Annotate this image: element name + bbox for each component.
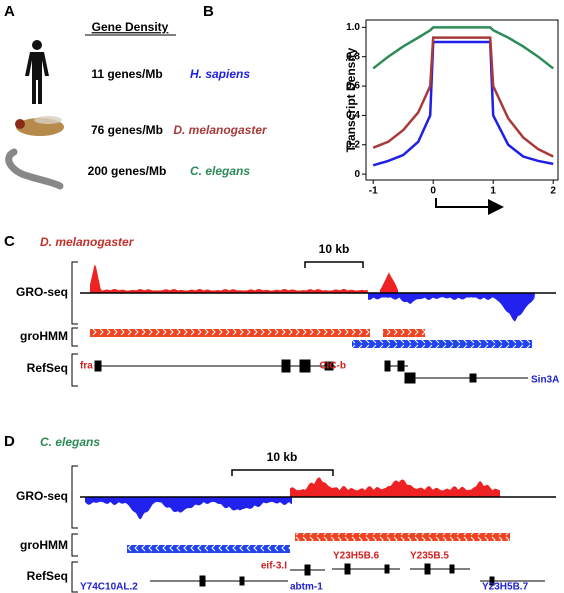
gene-label: abtm-1 (290, 582, 323, 593)
legend-label: H. sapiens (190, 67, 250, 81)
y-tick-label: 0.4 (346, 110, 360, 121)
y-tick-label: 0 (354, 169, 360, 180)
organism: C. elegans (40, 435, 100, 449)
worm-icon (5, 148, 64, 190)
hmm-minus (352, 340, 532, 348)
track-label: GRO-seq (16, 285, 68, 299)
panel-letter: D (4, 433, 15, 450)
series-line (372, 26, 554, 70)
gene-label: CIC-b (319, 361, 346, 372)
series-line (372, 36, 554, 158)
gene-models (94, 359, 528, 384)
track-brackets (71, 261, 78, 387)
y-tick-label: 0.8 (346, 51, 360, 62)
series-line (372, 40, 554, 167)
direction-arrow (435, 198, 504, 215)
human-icon (25, 40, 49, 104)
hmm-minus (127, 545, 290, 553)
scale-bar (304, 261, 364, 268)
gene-label: Sin3A (531, 375, 559, 386)
y-tick-label: 0.2 (346, 139, 360, 150)
header: Gene Density (92, 20, 169, 34)
scale-bar (231, 469, 334, 476)
y-tick-label: 0.6 (346, 81, 360, 92)
legend-label: C. elegans (190, 164, 250, 178)
density: 200 genes/Mb (88, 164, 167, 178)
x-tick-label: 2 (550, 186, 556, 197)
gene-label: Y23H5B.7 (482, 582, 529, 593)
scale-label: 10 kb (267, 450, 298, 464)
organism: D. melanogaster (40, 235, 135, 249)
x-tick-label: 1 (490, 186, 496, 197)
y-axis-label: Transcript Density (344, 47, 358, 152)
hmm-plus (383, 329, 425, 337)
gene-label: fra (80, 361, 93, 372)
track-brackets (71, 465, 78, 593)
hmm-plus (295, 533, 510, 541)
density: 76 genes/Mb (91, 123, 163, 137)
panel-letter: A (4, 3, 15, 20)
gene-label: Y235B.5 (410, 551, 449, 562)
track-label: groHMM (20, 329, 68, 343)
signal (290, 477, 500, 497)
signal (368, 293, 535, 322)
plot-frame (365, 19, 559, 181)
gene-label: eif-3.I (261, 561, 287, 572)
track-label: groHMM (20, 538, 68, 552)
track-label: RefSeq (27, 361, 68, 375)
hmm-plus (90, 329, 370, 337)
fly-icon (15, 116, 64, 136)
scale-label: 10 kb (319, 242, 350, 256)
x-tick-label: 0 (430, 186, 436, 197)
signal (90, 264, 368, 293)
track-label: RefSeq (27, 569, 68, 583)
gene-models (150, 563, 545, 587)
gene-label: Y23H5B.6 (333, 551, 380, 562)
y-tick-label: 1.0 (346, 22, 360, 33)
legend-label: D. melanogaster (173, 123, 268, 137)
signal (380, 272, 398, 293)
track-label: GRO-seq (16, 489, 68, 503)
panel-letter: B (203, 3, 214, 20)
gene-label: Y74C10AL.2 (80, 582, 138, 593)
panel-letter: C (4, 233, 15, 250)
density: 11 genes/Mb (91, 67, 162, 81)
x-tick-label: -1 (369, 186, 378, 197)
signal (85, 497, 292, 520)
